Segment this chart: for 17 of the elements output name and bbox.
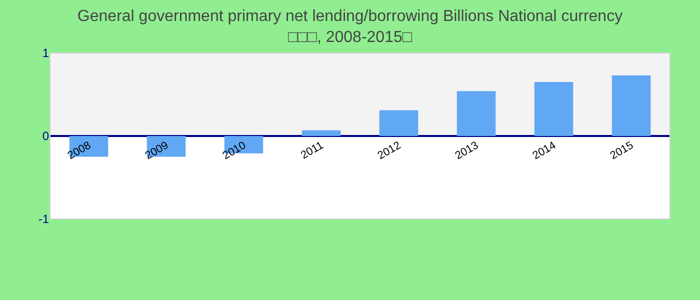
x-tick-label: 2012 bbox=[376, 139, 403, 162]
x-tick-label: 2015 bbox=[608, 139, 636, 162]
bar bbox=[456, 91, 496, 136]
x-tick-label: 2013 bbox=[453, 139, 480, 162]
y-tick-label: 1 bbox=[42, 46, 50, 60]
bar bbox=[302, 130, 341, 136]
bar bbox=[612, 75, 651, 136]
x-tick-label: 2008 bbox=[66, 139, 93, 162]
x-tick-label: 2010 bbox=[220, 139, 248, 162]
x-tick-label: 2009 bbox=[143, 139, 170, 162]
chart-title: General government primary net lending/borrowing Billions National currency □□□, 2008-2015□ bbox=[77, 8, 623, 46]
x-tick-label: 2014 bbox=[530, 139, 558, 162]
y-tick-label: -1 bbox=[38, 212, 50, 226]
bar bbox=[379, 110, 418, 136]
y-tick-label: 0 bbox=[42, 129, 50, 144]
bar bbox=[534, 82, 574, 136]
x-tick-label: 2011 bbox=[299, 139, 326, 162]
